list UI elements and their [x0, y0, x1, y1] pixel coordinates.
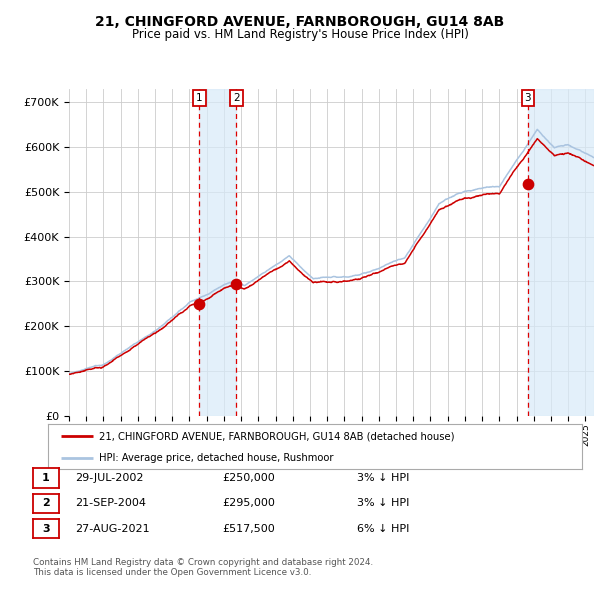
Text: 6% ↓ HPI: 6% ↓ HPI	[357, 524, 409, 533]
Text: Contains HM Land Registry data © Crown copyright and database right 2024.
This d: Contains HM Land Registry data © Crown c…	[33, 558, 373, 577]
Text: 21, CHINGFORD AVENUE, FARNBOROUGH, GU14 8AB (detached house): 21, CHINGFORD AVENUE, FARNBOROUGH, GU14 …	[99, 431, 454, 441]
Text: 2: 2	[42, 499, 50, 508]
Text: 3: 3	[524, 93, 531, 103]
Text: 21-SEP-2004: 21-SEP-2004	[75, 499, 146, 508]
Point	[194, 299, 204, 309]
Text: HPI: Average price, detached house, Rushmoor: HPI: Average price, detached house, Rush…	[99, 453, 333, 463]
Text: 1: 1	[42, 473, 50, 483]
Text: 27-AUG-2021: 27-AUG-2021	[75, 524, 149, 533]
Text: £517,500: £517,500	[222, 524, 275, 533]
Bar	[528, 88, 594, 416]
Text: Price paid vs. HM Land Registry's House Price Index (HPI): Price paid vs. HM Land Registry's House …	[131, 28, 469, 41]
Bar	[199, 88, 236, 416]
Text: 29-JUL-2002: 29-JUL-2002	[75, 473, 143, 483]
Text: 1: 1	[196, 93, 203, 103]
Point	[523, 179, 533, 189]
Text: 3% ↓ HPI: 3% ↓ HPI	[357, 499, 409, 508]
Text: £250,000: £250,000	[222, 473, 275, 483]
Text: £295,000: £295,000	[222, 499, 275, 508]
Text: 3: 3	[42, 524, 50, 533]
Text: 3% ↓ HPI: 3% ↓ HPI	[357, 473, 409, 483]
Point	[232, 279, 241, 289]
Text: 21, CHINGFORD AVENUE, FARNBOROUGH, GU14 8AB: 21, CHINGFORD AVENUE, FARNBOROUGH, GU14 …	[95, 15, 505, 29]
Text: 2: 2	[233, 93, 239, 103]
